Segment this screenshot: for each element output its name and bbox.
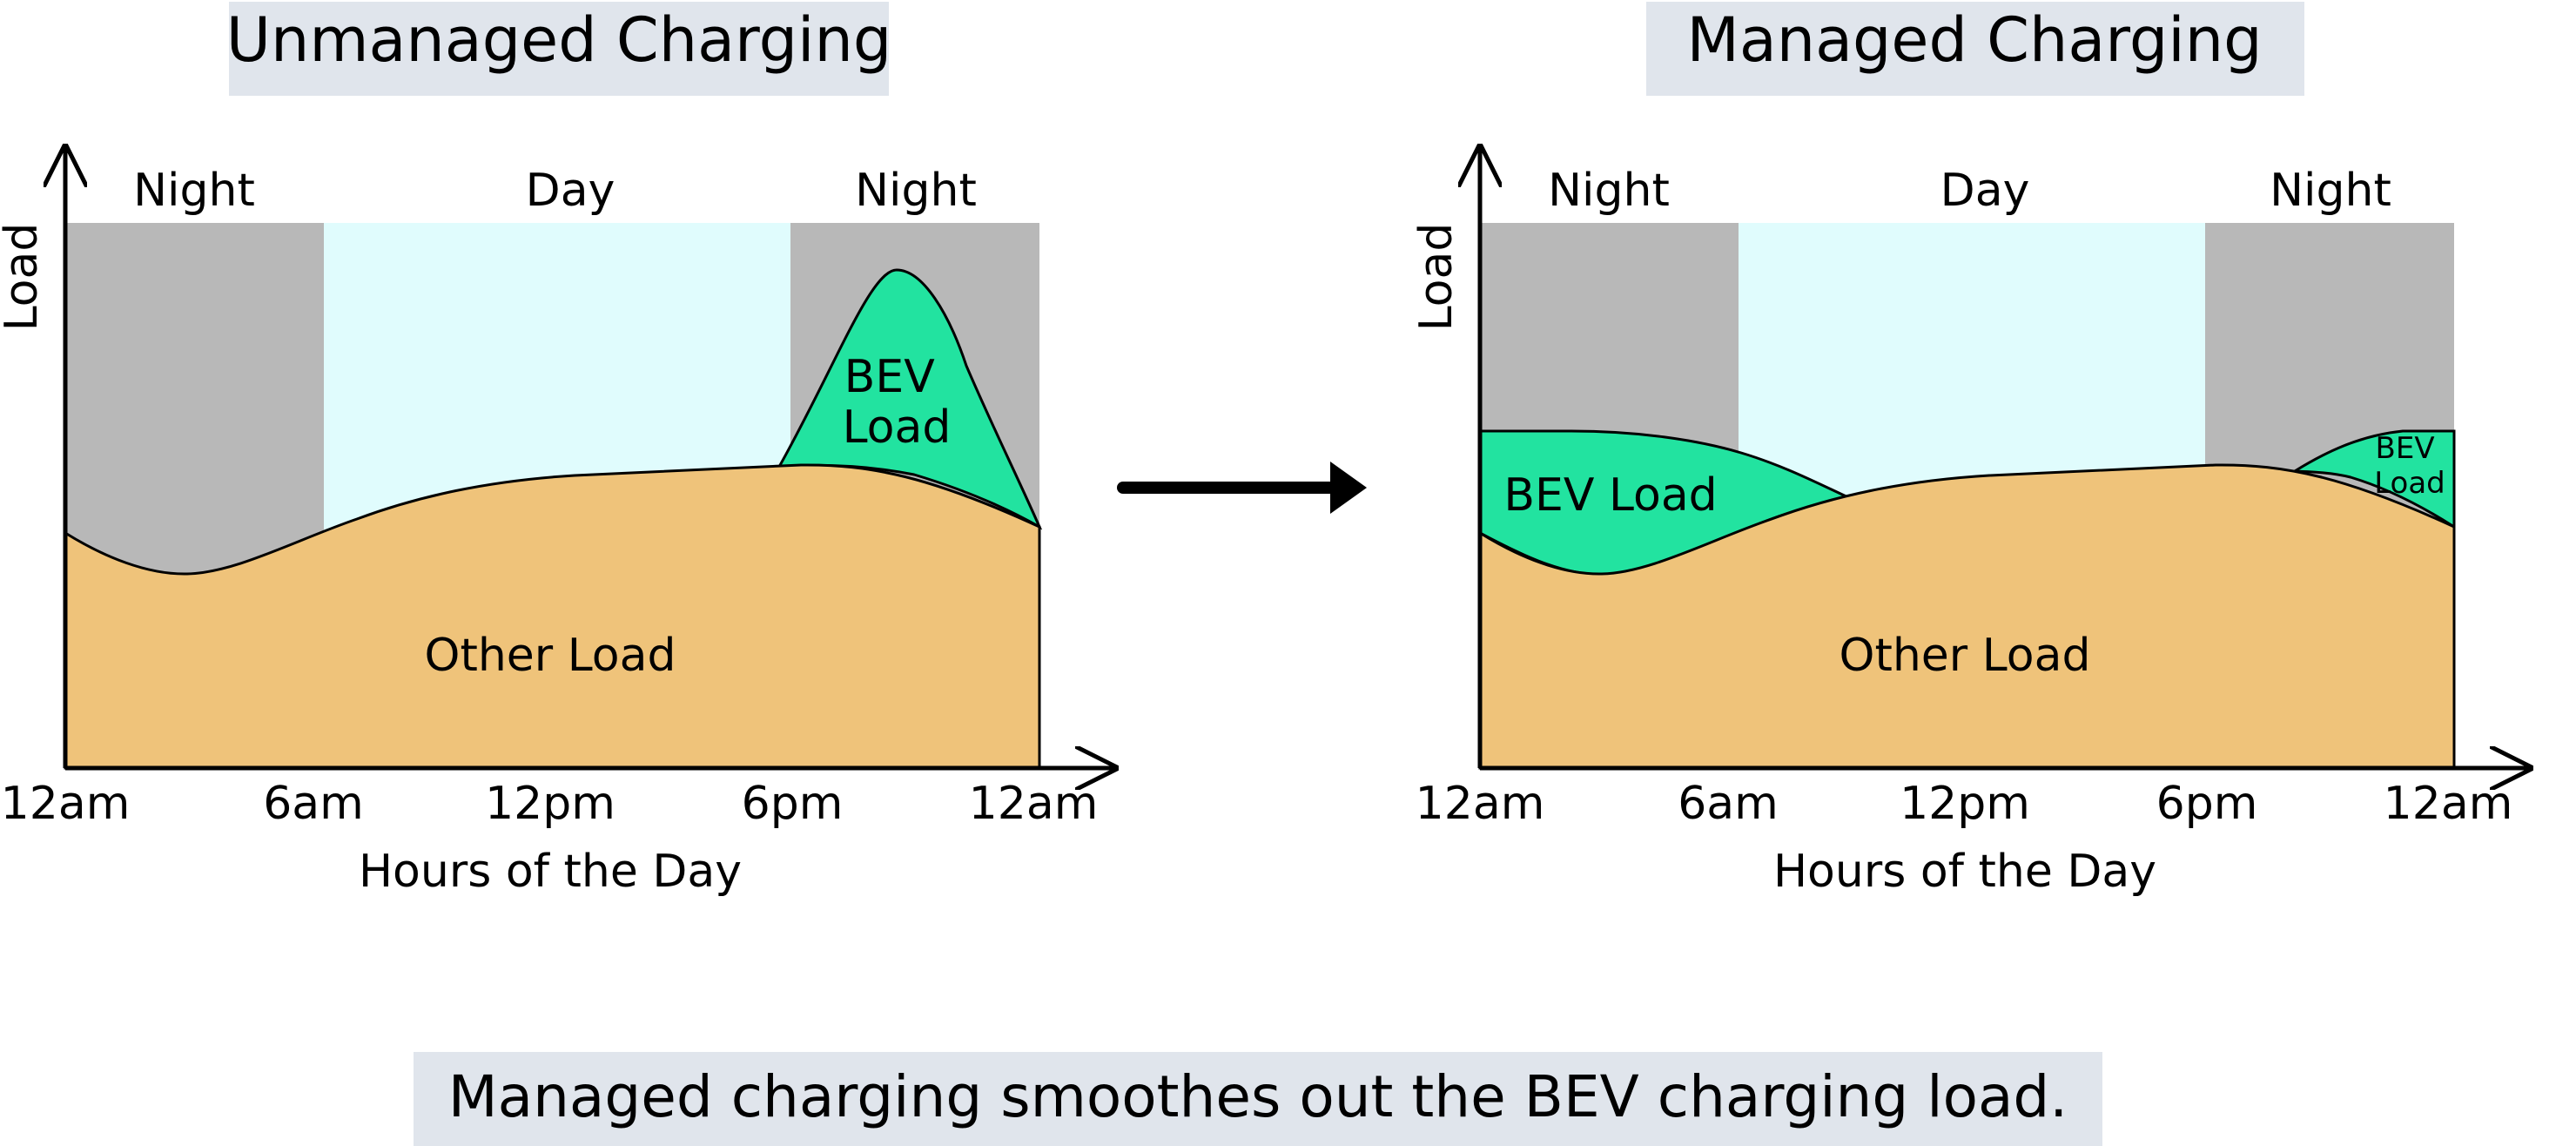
- tick-12pm: 12pm: [485, 778, 615, 830]
- managed-title-box: [1646, 2, 2304, 96]
- period-day: Day: [526, 165, 615, 217]
- y-axis-label: Load: [1410, 223, 1463, 332]
- x-axis-label: Hours of the Day: [1773, 846, 2156, 898]
- bev-load-late-label: BEV Load: [2374, 431, 2445, 501]
- unmanaged-title: Unmanaged Charging: [226, 4, 892, 76]
- bev-load-label: BEV Load: [843, 351, 952, 454]
- tick-12am-end: 12am: [969, 778, 1099, 830]
- other-load-area: [64, 463, 1041, 770]
- other-load-label: Other Load: [425, 630, 676, 682]
- other-load-area: [1478, 463, 2456, 770]
- unmanaged-panel: Unmanaged Charging Night Day Night Load …: [0, 2, 1114, 898]
- tick-6am: 6am: [263, 778, 364, 830]
- x-axis-label: Hours of the Day: [359, 846, 742, 898]
- caption-text: Managed charging smoothes out the BEV ch…: [448, 1063, 2068, 1130]
- bev-load-late-area: [2290, 429, 2456, 529]
- bev-load-late-label-line-1: BEV: [2376, 431, 2435, 466]
- tick-6pm: 6pm: [2156, 778, 2258, 830]
- tick-12am-start: 12am: [1416, 778, 1545, 830]
- bev-load-label-line-1: BEV: [844, 351, 936, 403]
- unmanaged-title-box: [229, 2, 889, 96]
- transition-arrow: [1117, 462, 1367, 514]
- bev-load-label-line-2: Load: [843, 401, 952, 454]
- period-night-1: Night: [133, 165, 255, 217]
- managed-title: Managed Charging: [1686, 4, 2262, 76]
- period-night-1: Night: [1548, 165, 1670, 217]
- period-day: Day: [1940, 165, 2030, 217]
- tick-6am: 6am: [1678, 778, 1779, 830]
- tick-12am-start: 12am: [1, 778, 131, 830]
- caption: Managed charging smoothes out the BEV ch…: [414, 1052, 2102, 1146]
- period-night-2: Night: [855, 165, 977, 217]
- other-load-label: Other Load: [1840, 630, 2091, 682]
- tick-12pm: 12pm: [1900, 778, 2030, 830]
- period-night-2: Night: [2270, 165, 2391, 217]
- bev-load-late-label-line-2: Load: [2374, 466, 2445, 501]
- caption-box: [414, 1052, 2102, 1146]
- tick-6pm: 6pm: [742, 778, 844, 830]
- bev-load-peak-area: [777, 268, 1043, 530]
- tick-12am-end: 12am: [2384, 778, 2513, 830]
- managed-panel: Managed Charging Night Day Night Load Ot…: [1410, 2, 2529, 898]
- y-axis-label: Load: [0, 223, 48, 332]
- bev-load-night-label: BEV Load: [1503, 469, 1717, 522]
